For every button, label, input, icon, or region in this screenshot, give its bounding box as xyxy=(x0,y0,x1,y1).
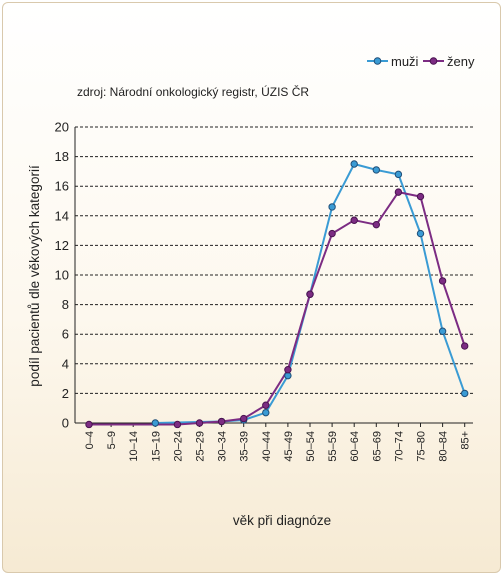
x-tick-label: 25–29 xyxy=(195,431,207,462)
x-axis-label: věk při diagnóze xyxy=(233,513,331,528)
x-tick-label: 20–24 xyxy=(172,431,184,462)
data-point xyxy=(195,419,204,427)
data-point xyxy=(262,408,270,417)
data-point xyxy=(328,203,336,211)
x-tick-label: 50–54 xyxy=(305,431,317,462)
y-tick-label: 6 xyxy=(62,327,69,342)
x-tick-label: 65–69 xyxy=(371,431,383,462)
y-axis-label: podíl pacientů dle věkových kategorií xyxy=(27,165,42,387)
x-tick-label: 45–49 xyxy=(283,431,295,462)
x-tick-label: 75–80 xyxy=(416,431,428,462)
y-tick-label: 18 xyxy=(55,149,69,164)
y-tick-label: 4 xyxy=(62,356,69,371)
x-tick-label: 70–74 xyxy=(393,431,405,462)
data-point xyxy=(394,170,403,179)
axes xyxy=(74,127,473,427)
data-point xyxy=(438,327,447,335)
x-tick-label: 15–19 xyxy=(150,431,162,462)
x-tick-label: 40–44 xyxy=(261,431,273,462)
data-point xyxy=(328,229,336,238)
legend-label-muzi: muži xyxy=(391,54,419,69)
data-point xyxy=(461,389,469,398)
series-line-1 xyxy=(89,191,466,426)
data-point xyxy=(284,366,292,374)
legend: muži ženy xyxy=(367,54,475,69)
grid-lines xyxy=(75,126,473,394)
x-tick-label: 55–59 xyxy=(327,431,339,462)
x-tick-label: 5–9 xyxy=(106,431,118,449)
data-point xyxy=(416,192,425,201)
legend-marker-muzi xyxy=(373,57,382,65)
data-point xyxy=(372,166,380,174)
x-tick-label: 10–14 xyxy=(128,431,140,462)
source-note: zdroj: Národní onkologický registr, ÚZIS… xyxy=(77,84,309,99)
data-point xyxy=(394,188,403,196)
legend-marker-zeny xyxy=(429,57,438,65)
data-point xyxy=(173,420,182,429)
x-tick-label: 85+ xyxy=(460,431,472,450)
x-tick-label: 35–39 xyxy=(239,431,251,462)
x-tick-labels: 0–4 5–9 10–14 15–19 20–24 25–29 30–34 35–39 40–4… xyxy=(84,431,472,462)
data-point xyxy=(262,401,270,409)
legend-label-zeny: ženy xyxy=(447,54,475,69)
data-point xyxy=(240,414,248,423)
data-point xyxy=(85,420,93,429)
x-tick-label: 80–84 xyxy=(438,431,450,462)
data-point xyxy=(217,417,226,426)
data-point xyxy=(438,277,447,285)
y-tick-label: 20 xyxy=(55,120,69,135)
y-tick-label: 0 xyxy=(62,416,69,431)
data-point xyxy=(350,160,358,168)
y-tick-labels: 0 2 4 6 8 10 12 14 16 18 20 xyxy=(55,120,69,431)
y-tick-label: 2 xyxy=(62,386,69,401)
y-tick-label: 12 xyxy=(55,238,69,253)
x-tick-label: 30–34 xyxy=(217,431,229,462)
data-point xyxy=(461,342,469,350)
y-tick-label: 8 xyxy=(62,297,69,312)
data-point xyxy=(306,290,314,298)
y-tick-label: 14 xyxy=(55,208,69,223)
data-point xyxy=(350,216,358,224)
y-tick-label: 10 xyxy=(55,268,69,283)
line-chart: 0 2 4 6 8 10 12 14 16 18 20 0–4 5–9 10–14 15–19 20–24 2… xyxy=(27,54,475,528)
data-point xyxy=(372,220,380,229)
x-tick-label: 60–64 xyxy=(349,431,361,462)
y-tick-label: 16 xyxy=(55,179,69,194)
data-point xyxy=(416,229,425,238)
x-tick-label: 0–4 xyxy=(84,431,96,449)
data-point xyxy=(151,419,160,427)
series-lines xyxy=(85,160,469,429)
